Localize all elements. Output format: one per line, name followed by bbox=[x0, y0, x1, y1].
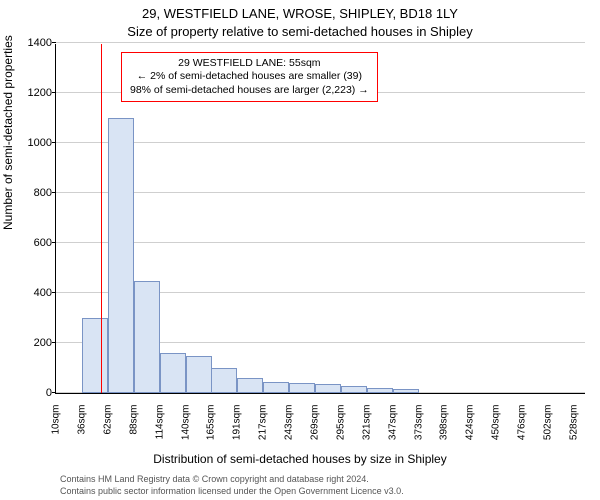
xtick-label: 269sqm bbox=[310, 405, 321, 441]
histogram-bar bbox=[263, 382, 289, 393]
xtick-label: 295sqm bbox=[336, 405, 347, 441]
legend-line1: 29 WESTFIELD LANE: 55sqm bbox=[130, 57, 369, 71]
xtick-label: 528sqm bbox=[569, 405, 580, 441]
xtick-label: 243sqm bbox=[284, 405, 295, 441]
histogram-bar bbox=[108, 118, 134, 393]
xtick-label: 10sqm bbox=[51, 405, 62, 435]
histogram-bar bbox=[211, 368, 237, 393]
xtick-label: 502sqm bbox=[543, 405, 554, 441]
xtick-label: 36sqm bbox=[77, 405, 88, 435]
histogram-bar bbox=[134, 281, 160, 394]
xtick-label: 217sqm bbox=[258, 405, 269, 441]
histogram-bar bbox=[367, 388, 393, 393]
ytick-label: 0 bbox=[46, 387, 52, 399]
histogram-bar bbox=[289, 383, 315, 393]
gridline-h bbox=[56, 192, 585, 193]
xtick-label: 373sqm bbox=[414, 405, 425, 441]
x-axis-label: Distribution of semi-detached houses by … bbox=[0, 452, 600, 466]
ytick-mark bbox=[52, 292, 56, 293]
xtick-label: 88sqm bbox=[129, 405, 140, 435]
xtick-label: 191sqm bbox=[232, 405, 243, 441]
ytick-label: 1400 bbox=[28, 37, 52, 49]
xtick-label: 450sqm bbox=[491, 405, 502, 441]
xtick-label: 165sqm bbox=[206, 405, 217, 441]
histogram-bar bbox=[237, 378, 263, 393]
xtick-label: 114sqm bbox=[155, 405, 166, 440]
ytick-label: 200 bbox=[34, 337, 52, 349]
xtick-label: 140sqm bbox=[181, 405, 192, 441]
ytick-label: 1200 bbox=[28, 87, 52, 99]
xtick-label: 321sqm bbox=[362, 405, 373, 441]
ytick-mark bbox=[52, 242, 56, 243]
ytick-mark bbox=[52, 42, 56, 43]
ytick-label: 1000 bbox=[28, 137, 52, 149]
histogram-bar bbox=[186, 356, 212, 394]
xtick-label: 424sqm bbox=[465, 405, 476, 441]
xtick-label: 398sqm bbox=[439, 405, 450, 441]
xtick-label: 476sqm bbox=[517, 405, 528, 441]
legend-box: 29 WESTFIELD LANE: 55sqm← 2% of semi-det… bbox=[121, 52, 378, 103]
histogram-bar bbox=[160, 353, 186, 393]
xtick-label: 62sqm bbox=[103, 405, 114, 435]
ytick-mark bbox=[52, 192, 56, 193]
gridline-h bbox=[56, 142, 585, 143]
ytick-mark bbox=[52, 342, 56, 343]
chart-container: 29, WESTFIELD LANE, WROSE, SHIPLEY, BD18… bbox=[0, 0, 600, 500]
ytick-mark bbox=[52, 92, 56, 93]
legend-line3: 98% of semi-detached houses are larger (… bbox=[130, 84, 369, 98]
histogram-bar bbox=[341, 386, 367, 394]
ytick-label: 400 bbox=[34, 287, 52, 299]
gridline-h bbox=[56, 242, 585, 243]
y-axis-label: Number of semi-detached properties bbox=[1, 35, 15, 230]
histogram-bar bbox=[393, 389, 419, 394]
ytick-mark bbox=[52, 142, 56, 143]
ytick-label: 800 bbox=[34, 187, 52, 199]
xtick-label: 347sqm bbox=[388, 405, 399, 441]
footer-copyright-line2: Contains public sector information licen… bbox=[60, 486, 404, 496]
histogram-bar bbox=[315, 384, 341, 393]
reference-line bbox=[101, 44, 102, 393]
legend-line2: ← 2% of semi-detached houses are smaller… bbox=[130, 70, 369, 84]
ytick-label: 600 bbox=[34, 237, 52, 249]
histogram-bar bbox=[82, 318, 108, 393]
footer-copyright-line1: Contains HM Land Registry data © Crown c… bbox=[60, 474, 369, 484]
ytick-mark bbox=[52, 392, 56, 393]
gridline-h bbox=[56, 42, 585, 43]
chart-title-line1: 29, WESTFIELD LANE, WROSE, SHIPLEY, BD18… bbox=[0, 6, 600, 21]
plot-area: 020040060080010001200140010sqm36sqm62sqm… bbox=[55, 44, 585, 394]
chart-title-line2: Size of property relative to semi-detach… bbox=[0, 24, 600, 39]
